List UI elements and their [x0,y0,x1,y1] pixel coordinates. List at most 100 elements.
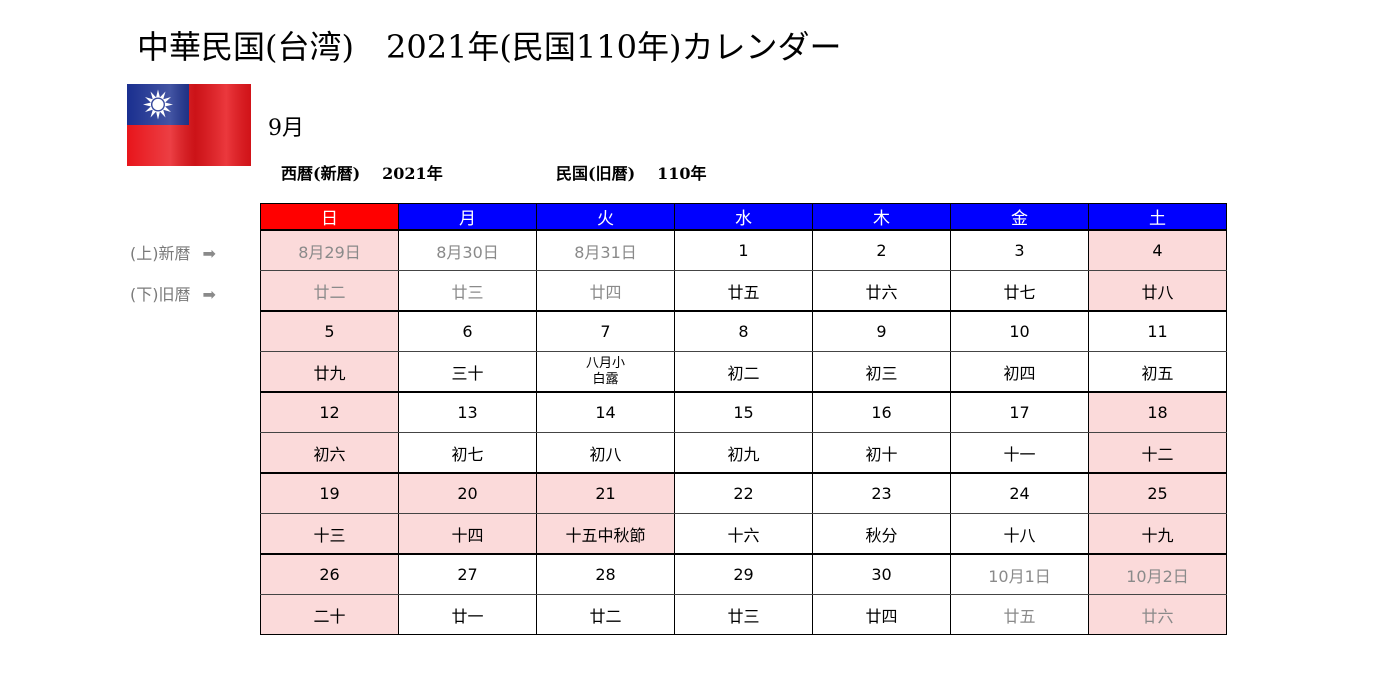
date-cell: 14 [536,391,675,433]
lunar-cell: 初二 [674,351,813,393]
date-cell: 9 [812,310,951,352]
lunar-cell: 十四 [398,513,537,555]
weekday-sun: 日 [260,203,399,231]
lunar-cell: 廿三 [674,594,813,635]
lunar-cell: 廿二 [536,594,675,635]
lunar-cell-solar-term: 秋分 [812,513,951,555]
lunar-cell-holiday: 十五中秋節 [536,513,675,555]
date-cell: 27 [398,553,537,595]
lunar-cell: 十一 [950,432,1089,474]
lunar-cell: 廿九 [260,351,399,393]
lunar-cell: 初六 [260,432,399,474]
lunar-cell: 廿八 [1088,270,1227,312]
date-cell: 8 [674,310,813,352]
date-cell: 7 [536,310,675,352]
lunar-cell: 初七 [398,432,537,474]
weekday-mon: 月 [398,203,537,231]
date-cell: 15 [674,391,813,433]
lunar-date-row: 二十 廿一 廿二 廿三 廿四 廿五 廿六 [260,594,1227,635]
lunar-cell: 初八 [536,432,675,474]
date-cell: 19 [260,472,399,514]
date-cell: 10月2日 [1088,553,1227,595]
lunar-cell: 初四 [950,351,1089,393]
calendar-table: 日 月 火 水 木 金 土 8月29日 8月30日 8月31日 1 2 3 4 … [260,203,1227,635]
roc-year-line: 民国(旧暦) 110年 [556,160,707,184]
side-label-lunar: (下)旧暦 ➡ [130,281,223,305]
date-cell: 26 [260,553,399,595]
weekday-header-row: 日 月 火 水 木 金 土 [260,203,1227,231]
solar-date-row: 5 6 7 8 9 10 11 [260,310,1227,352]
date-cell: 4 [1088,229,1227,271]
side-label-lunar-text: (下)旧暦 [130,285,191,304]
lunar-cell: 三十 [398,351,537,393]
date-cell: 11 [1088,310,1227,352]
solar-date-row: 19 20 21 22 23 24 25 [260,472,1227,514]
lunar-cell: 初五 [1088,351,1227,393]
date-cell: 28 [536,553,675,595]
side-label-solar-text: (上)新暦 [130,244,191,263]
lunar-cell: 十二 [1088,432,1227,474]
lunar-cell: 廿五 [950,594,1089,635]
month-label: 9月 [268,116,304,141]
date-cell: 6 [398,310,537,352]
lunar-cell: 初十 [812,432,951,474]
date-cell: 17 [950,391,1089,433]
date-cell: 2 [812,229,951,271]
weekday-tue: 火 [536,203,675,231]
date-cell: 20 [398,472,537,514]
date-cell: 22 [674,472,813,514]
lunar-date-row: 廿二 廿三 廿四 廿五 廿六 廿七 廿八 [260,270,1227,312]
page-title: 中華民国(台湾) 2021年(民国110年)カレンダー [137,28,842,66]
weekday-wed: 水 [674,203,813,231]
lunar-cell: 十九 [1088,513,1227,555]
weekday-thu: 木 [812,203,951,231]
roc-year-value: 110年 [657,164,707,183]
lunar-cell: 廿六 [1088,594,1227,635]
date-cell: 21 [536,472,675,514]
lunar-cell: 二十 [260,594,399,635]
date-cell: 8月31日 [536,229,675,271]
date-cell: 13 [398,391,537,433]
lunar-date-row: 廿九 三十 八月小 白露 初二 初三 初四 初五 [260,351,1227,393]
date-cell: 5 [260,310,399,352]
solar-date-row: 8月29日 8月30日 8月31日 1 2 3 4 [260,229,1227,271]
date-cell: 24 [950,472,1089,514]
lunar-month-start: 八月小 [585,355,625,371]
lunar-cell: 廿四 [812,594,951,635]
western-year-label: 西暦(新暦) [281,164,361,183]
lunar-cell: 十八 [950,513,1089,555]
date-cell: 10 [950,310,1089,352]
lunar-cell-solar-term: 八月小 白露 [536,351,675,393]
lunar-cell: 廿三 [398,270,537,312]
side-label-solar: (上)新暦 ➡ [130,240,223,264]
date-cell: 3 [950,229,1089,271]
lunar-cell: 廿四 [536,270,675,312]
lunar-cell: 初三 [812,351,951,393]
lunar-cell: 廿一 [398,594,537,635]
solar-date-row: 12 13 14 15 16 17 18 [260,391,1227,433]
roc-year-label: 民国(旧暦) [556,164,636,183]
date-cell: 10月1日 [950,553,1089,595]
weekday-sat: 土 [1088,203,1227,231]
solar-date-row: 26 27 28 29 30 10月1日 10月2日 [260,553,1227,595]
lunar-cell: 十三 [260,513,399,555]
date-cell: 30 [812,553,951,595]
date-cell: 23 [812,472,951,514]
lunar-cell: 初九 [674,432,813,474]
taiwan-flag-icon [127,84,251,166]
lunar-date-row: 初六 初七 初八 初九 初十 十一 十二 [260,432,1227,474]
date-cell: 12 [260,391,399,433]
lunar-cell: 廿六 [812,270,951,312]
date-cell: 8月30日 [398,229,537,271]
lunar-cell: 廿五 [674,270,813,312]
lunar-cell: 廿二 [260,270,399,312]
date-cell: 18 [1088,391,1227,433]
lunar-cell: 廿七 [950,270,1089,312]
western-year-value: 2021年 [382,164,443,183]
arrow-right-icon: ➡ [202,244,216,263]
western-year-line: 西暦(新暦) 2021年 [281,160,443,184]
solar-term: 白露 [592,371,619,387]
date-cell: 1 [674,229,813,271]
arrow-right-icon: ➡ [202,285,216,304]
date-cell: 25 [1088,472,1227,514]
